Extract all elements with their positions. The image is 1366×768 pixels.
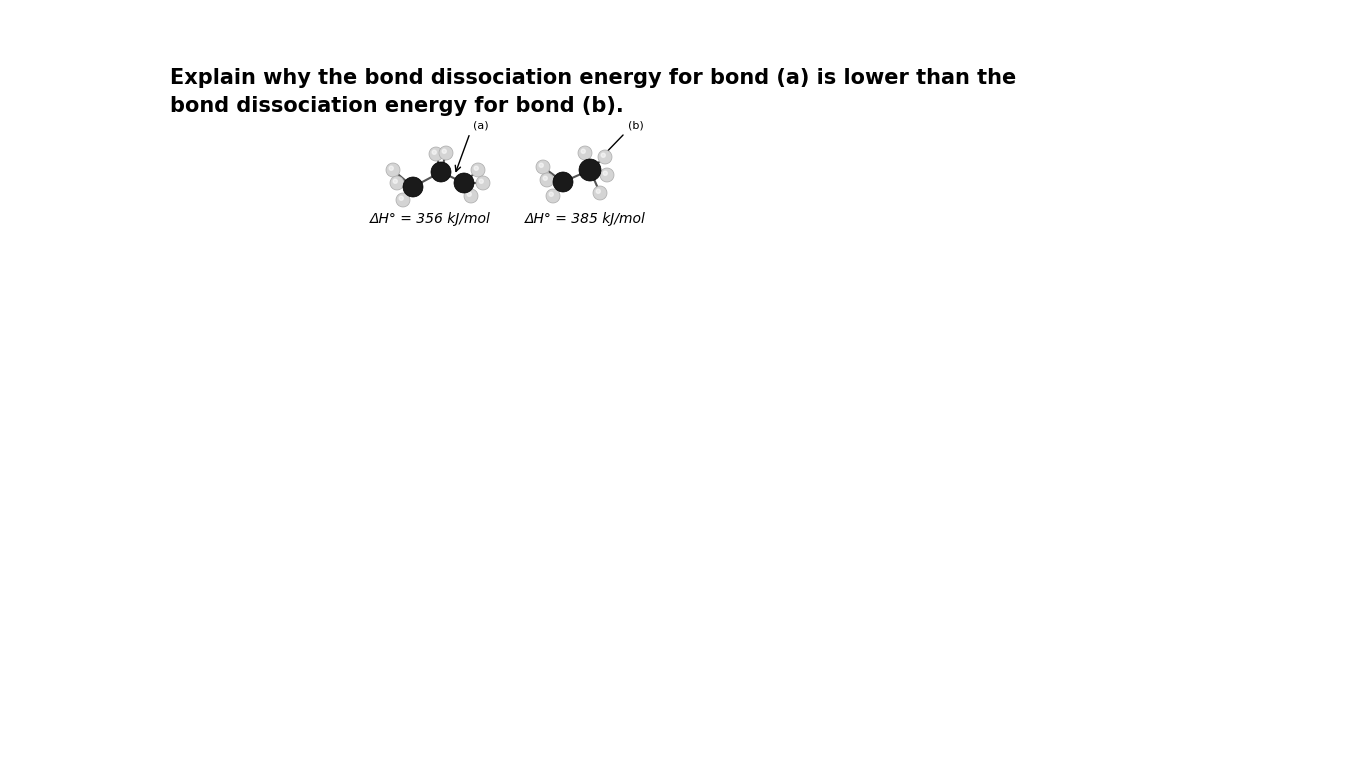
Circle shape [604,171,608,175]
Circle shape [464,189,478,203]
Circle shape [600,168,613,182]
Circle shape [438,146,454,160]
Circle shape [578,146,591,160]
Circle shape [474,166,478,170]
Circle shape [399,196,403,200]
Circle shape [432,151,436,154]
Circle shape [540,173,555,187]
Circle shape [579,159,601,181]
Circle shape [475,176,490,190]
Circle shape [535,160,550,174]
Circle shape [429,147,443,161]
Circle shape [581,149,586,154]
Circle shape [540,163,544,167]
Circle shape [454,173,474,193]
Text: (a): (a) [473,121,489,131]
Circle shape [546,189,560,203]
Text: ΔH° = 385 kJ/mol: ΔH° = 385 kJ/mol [525,212,646,226]
Circle shape [544,176,548,180]
Text: Explain why the bond dissociation energy for bond (a) is lower than the: Explain why the bond dissociation energy… [169,68,1016,88]
Circle shape [432,162,451,182]
Circle shape [553,172,572,192]
Circle shape [471,163,485,177]
Circle shape [596,189,600,194]
Text: (b): (b) [628,121,643,131]
Circle shape [389,166,393,170]
Circle shape [479,179,484,184]
Circle shape [443,149,447,154]
Circle shape [467,192,471,197]
Circle shape [549,192,553,197]
Circle shape [391,176,404,190]
Circle shape [393,179,398,184]
Text: bond dissociation energy for bond (b).: bond dissociation energy for bond (b). [169,96,624,116]
Circle shape [601,153,605,157]
Circle shape [598,150,612,164]
Circle shape [593,186,607,200]
Text: ΔH° = 356 kJ/mol: ΔH° = 356 kJ/mol [370,212,490,226]
Circle shape [396,193,410,207]
Circle shape [403,177,423,197]
Circle shape [387,163,400,177]
